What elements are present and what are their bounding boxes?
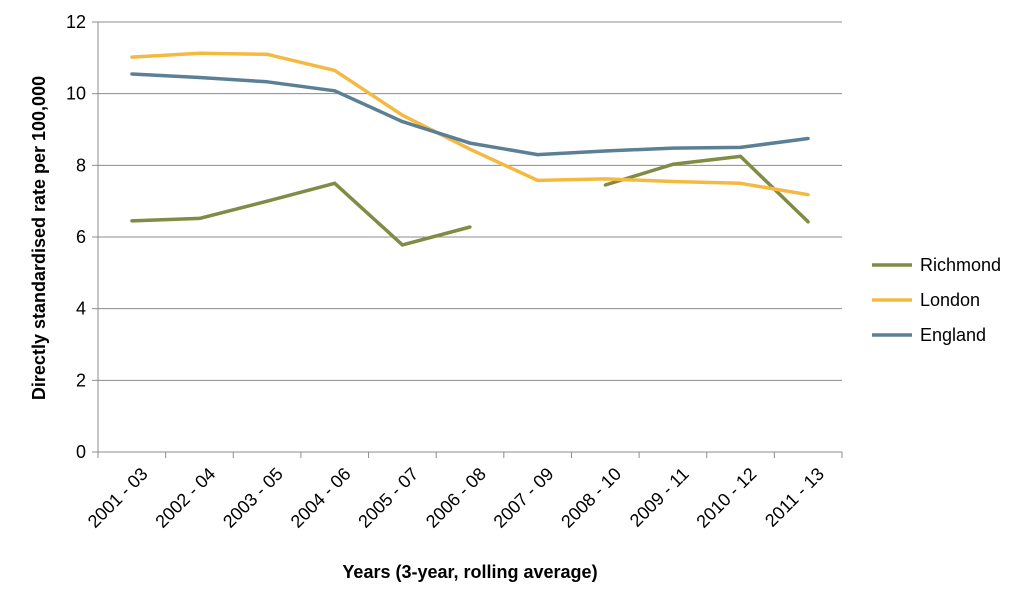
y-tick-label: 8 xyxy=(76,155,86,175)
data-point xyxy=(130,219,134,223)
data-point xyxy=(806,220,810,224)
x-axis-title: Years (3-year, rolling average) xyxy=(342,562,597,582)
x-tick-label: 2005 - 07 xyxy=(354,464,422,532)
data-point xyxy=(738,154,743,158)
y-axis-ticks: 0 2 4 6 8 10 12 xyxy=(66,12,98,462)
x-tick-label: 2007 - 09 xyxy=(490,464,558,532)
y-tick-label: 2 xyxy=(76,370,86,390)
data-point xyxy=(400,113,404,117)
data-point xyxy=(738,145,743,150)
x-tick-label: 2009 - 11 xyxy=(626,464,693,531)
data-point xyxy=(197,51,202,55)
series-richmond xyxy=(130,154,810,247)
y-tick-label: 4 xyxy=(76,299,86,319)
data-point xyxy=(400,243,404,247)
data-point xyxy=(265,52,269,56)
y-tick-label: 0 xyxy=(76,442,86,462)
y-tick-label: 12 xyxy=(66,12,86,32)
x-tick-label: 2001 - 03 xyxy=(84,464,152,532)
x-tick-label: 2004 - 06 xyxy=(287,464,355,532)
gridlines xyxy=(98,21,842,381)
data-point xyxy=(536,178,540,182)
x-axis-ticks: 2001 - 03 2002 - 04 2003 - 05 2004 - 06 2005… xyxy=(84,452,843,532)
data-point xyxy=(671,146,675,150)
data-point xyxy=(265,80,269,84)
data-point xyxy=(400,120,404,124)
x-tick-label: 2010 - 12 xyxy=(692,464,760,532)
data-point xyxy=(333,181,337,185)
data-point xyxy=(197,75,202,80)
data-point xyxy=(468,147,472,151)
data-point xyxy=(197,216,202,220)
data-point xyxy=(333,68,337,72)
data-point xyxy=(603,183,607,187)
series-england xyxy=(130,72,810,157)
legend-label: England xyxy=(920,325,986,345)
data-point xyxy=(671,162,675,166)
x-tick-label: 2003 - 05 xyxy=(219,464,287,532)
x-tick-label: 2008 - 10 xyxy=(557,464,625,532)
series-layer xyxy=(130,51,810,247)
data-point xyxy=(603,149,607,153)
y-axis-title: Directly standardised rate per 100,000 xyxy=(29,76,49,400)
legend: Richmond London England xyxy=(872,255,1001,345)
data-point xyxy=(265,199,269,203)
y-tick-label: 10 xyxy=(66,84,86,104)
series-line xyxy=(131,51,809,197)
legend-label: Richmond xyxy=(920,255,1001,275)
x-tick-label: 2002 - 04 xyxy=(151,464,219,532)
legend-label: London xyxy=(920,290,980,310)
data-point xyxy=(806,193,810,197)
data-point xyxy=(671,179,675,184)
series-london xyxy=(130,51,810,197)
x-tick-label: 2006 - 08 xyxy=(422,464,490,532)
x-tick-label: 2011 - 13 xyxy=(761,464,828,531)
series-line xyxy=(131,181,471,247)
data-point xyxy=(536,152,540,157)
data-point xyxy=(468,141,472,145)
data-point xyxy=(130,55,134,59)
y-tick-label: 6 xyxy=(76,227,86,247)
data-point xyxy=(738,181,743,185)
data-point xyxy=(806,136,810,141)
data-point xyxy=(333,89,337,93)
data-point xyxy=(603,177,607,181)
data-point xyxy=(130,72,134,76)
data-point xyxy=(468,225,472,229)
